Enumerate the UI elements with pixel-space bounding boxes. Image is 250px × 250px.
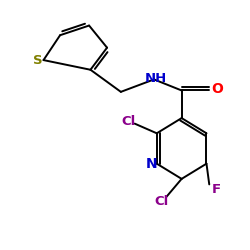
Text: S: S [32,54,42,66]
Text: N: N [146,157,158,171]
Text: Cl: Cl [122,115,136,128]
Text: NH: NH [144,72,167,85]
Text: F: F [212,183,221,196]
Text: O: O [211,82,223,96]
Text: Cl: Cl [154,195,168,208]
